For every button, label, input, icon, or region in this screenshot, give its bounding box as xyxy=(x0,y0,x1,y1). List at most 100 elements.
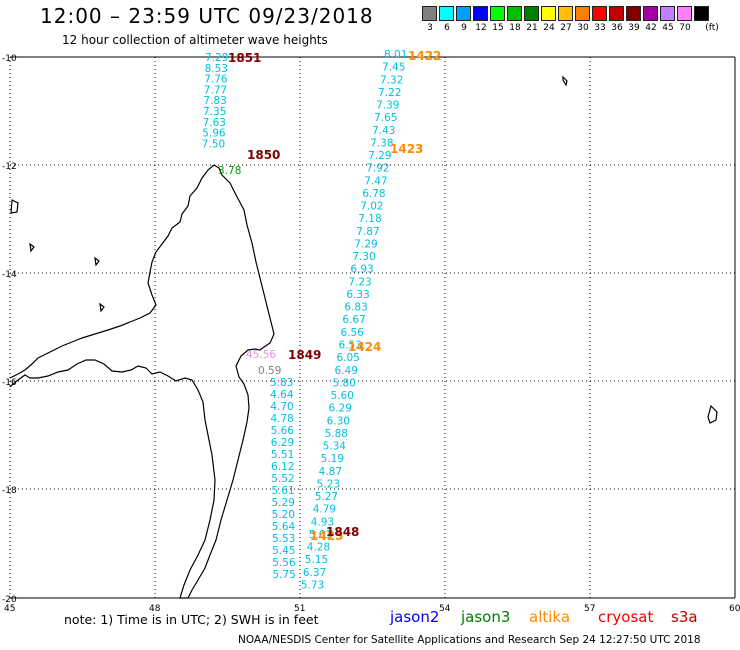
swh-value: 6.12 xyxy=(271,461,294,473)
legend-swatch xyxy=(507,6,522,21)
swh-value: 7.29 xyxy=(368,150,391,162)
swh-value: 7.29 xyxy=(205,52,228,64)
lon-label: 51 xyxy=(294,604,305,614)
lat-label: -18 xyxy=(2,486,17,496)
island-west-1 xyxy=(10,199,19,214)
swh-value: 6.83 xyxy=(344,302,367,314)
swh-value: 5.29 xyxy=(272,497,295,509)
legend-swatch-label: 33 xyxy=(594,23,606,33)
legend-swatch-label: 36 xyxy=(611,23,623,33)
island-mauritius xyxy=(707,404,718,424)
legend-swatch xyxy=(626,6,641,21)
swh-value: 5.56 xyxy=(272,557,296,569)
swh-value: 7.30 xyxy=(352,251,375,263)
legend-swatch xyxy=(439,6,454,21)
swh-value: 4.64 xyxy=(270,389,294,401)
swh-special-value: 45.56 xyxy=(246,349,276,361)
island-west-2 xyxy=(29,242,35,253)
swh-value: 7.35 xyxy=(203,106,226,118)
swh-value: 5.88 xyxy=(325,428,348,440)
swh-value: 7.32 xyxy=(380,74,403,86)
legend-swatch xyxy=(456,6,471,21)
legend-swatch-label: 9 xyxy=(461,23,467,33)
legend-swatch-label: 6 xyxy=(444,23,450,33)
swh-value: 6.29 xyxy=(329,403,352,415)
swh-value: 7.50 xyxy=(202,138,225,150)
swh-value: 7.63 xyxy=(203,117,226,129)
swh-value: 7.23 xyxy=(348,276,371,288)
swh-value: 7.83 xyxy=(203,95,226,107)
legend-swatch-label: 27 xyxy=(560,23,572,33)
coastline-madagascar xyxy=(9,164,275,599)
swh-value: 5.66 xyxy=(271,425,295,437)
lat-label: -10 xyxy=(2,54,17,64)
pass-time-label: 1848 xyxy=(326,525,359,539)
swh-value: 5.51 xyxy=(271,449,294,461)
lon-label: 54 xyxy=(439,604,451,614)
swh-value: 6.78 xyxy=(362,188,385,200)
footnote: note: 1) Time is in UTC; 2) SWH is in fe… xyxy=(64,612,319,627)
legend-swatch-label: 15 xyxy=(492,23,504,33)
swh-value: 5.61 xyxy=(271,485,294,497)
page-subtitle: 12 hour collection of altimeter wave hei… xyxy=(62,33,328,47)
swh-value: 6.37 xyxy=(303,567,326,579)
mission-label: jason3 xyxy=(461,608,511,626)
swh-value: 7.22 xyxy=(378,87,401,99)
swh-value: 7.45 xyxy=(382,62,405,74)
swh-value: 6.93 xyxy=(350,264,373,276)
lat-label: -14 xyxy=(2,270,17,280)
pass-time-label: 1851 xyxy=(228,51,261,65)
swh-value: 7.77 xyxy=(204,84,227,96)
credit-line: NOAA/NESDIS Center for Satellite Applica… xyxy=(238,634,701,646)
swh-value: 5.20 xyxy=(272,509,295,521)
swh-value: 6.67 xyxy=(342,314,365,326)
swh-value: 4.93 xyxy=(311,516,334,528)
legend-swatch xyxy=(643,6,658,21)
legend-swatch xyxy=(609,6,624,21)
lat-lon-grid xyxy=(9,56,736,599)
legend-swatch xyxy=(592,6,607,21)
mission-label: altika xyxy=(529,608,571,626)
swh-value: 5.83 xyxy=(270,377,293,389)
swh-value: 5.45 xyxy=(272,545,295,557)
legend-swatch-label: 21 xyxy=(526,23,538,33)
madagascar-coast xyxy=(9,164,275,599)
swh-value: 7.65 xyxy=(374,112,397,124)
legend-swatch xyxy=(660,6,675,21)
legend-swatch xyxy=(422,6,437,21)
swh-value: 6.53 xyxy=(338,339,361,351)
swh-value: 5.34 xyxy=(323,441,347,453)
lon-label: 48 xyxy=(149,604,161,614)
altimeter-tracks: 7.298.537.767.777.837.357.635.967.501851… xyxy=(202,49,442,591)
swh-value: 5.23 xyxy=(317,478,340,490)
lon-label: 60 xyxy=(729,604,740,614)
legend-swatch xyxy=(541,6,556,21)
legend-swatch-label: 12 xyxy=(475,23,487,33)
swh-value: 5.75 xyxy=(272,569,295,581)
lat-label: -12 xyxy=(2,162,17,172)
swh-value: 6.49 xyxy=(335,365,358,377)
legend-swatch-label: 3 xyxy=(427,23,433,33)
legend-swatch-label: 30 xyxy=(577,23,589,33)
legend-swatch-label: 18 xyxy=(509,23,521,33)
swh-value: 5.96 xyxy=(202,128,226,140)
pass-time-label: 1850 xyxy=(247,148,280,162)
swh-value: 7.02 xyxy=(360,201,383,213)
swh-value: 7.92 xyxy=(366,163,389,175)
lon-label: 57 xyxy=(584,604,595,614)
swh-value: 5.60 xyxy=(331,390,354,402)
pass-time-label: 1849 xyxy=(288,348,321,362)
mission-label: cryosat xyxy=(598,608,654,626)
mission-label: s3a xyxy=(671,608,698,626)
legend-swatch xyxy=(490,6,505,21)
legend-swatch xyxy=(677,6,692,21)
swh-special-value: 0.59 xyxy=(258,365,281,377)
swh-value: 7.29 xyxy=(354,238,377,250)
swh-value: 6.29 xyxy=(271,437,294,449)
pass-time-label: 1424 xyxy=(348,340,381,354)
legend-swatch-label: 45 xyxy=(662,23,674,33)
swh-value: 5.52 xyxy=(271,473,294,485)
swh-value: 5.15 xyxy=(305,554,328,566)
legend-swatch-label: 70 xyxy=(679,23,691,33)
